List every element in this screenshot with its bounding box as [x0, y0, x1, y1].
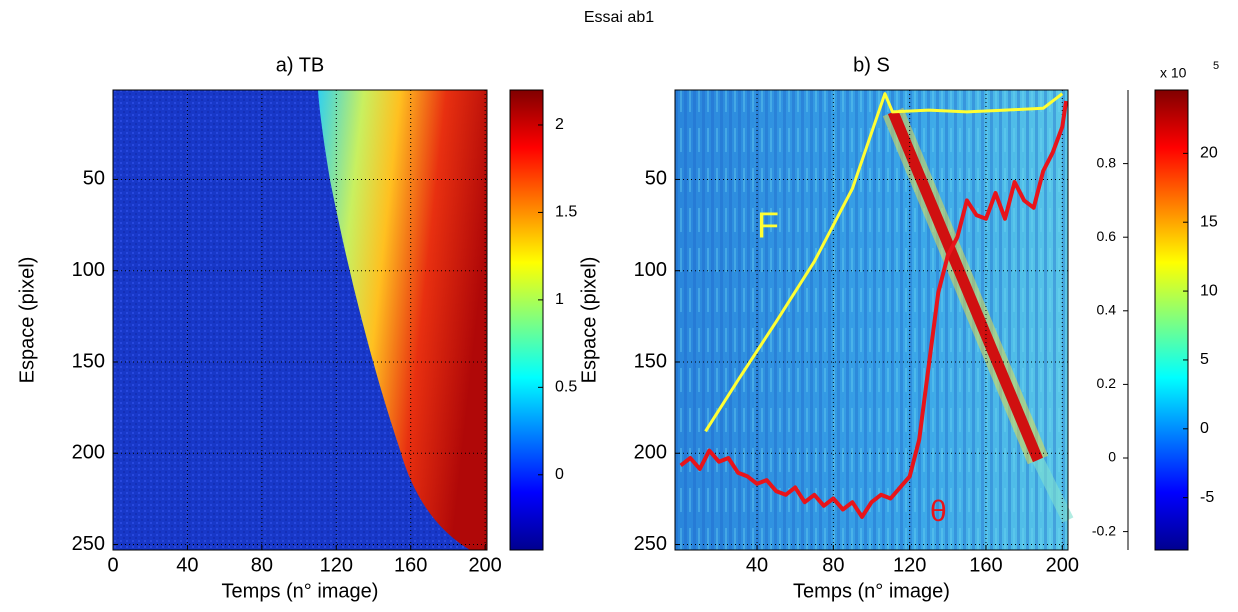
heatmap-b [675, 90, 1074, 550]
colorbar [509, 89, 544, 551]
colorbar-tick-label: 1.5 [555, 204, 577, 221]
colorbar-tick-label: 0 [555, 466, 564, 483]
y-tick-label: 250 [72, 533, 105, 555]
y-tick-label: 150 [72, 350, 105, 372]
plot-frame [674, 89, 1069, 551]
y-tick-label: 100 [72, 259, 105, 281]
x-tick-label: 120 [893, 554, 926, 576]
x-tick-label: 160 [394, 554, 427, 576]
x-tick-label: 0 [107, 554, 118, 576]
x-axis-label: Temps (n° image) [222, 580, 379, 602]
colorbar-tick-label: -5 [1200, 489, 1214, 506]
y-tick-label: 250 [634, 533, 667, 555]
panel-title: a) TB [276, 54, 325, 76]
y-tick-label: 200 [72, 442, 105, 464]
y-axis-label: Espace (pixel) [16, 257, 38, 384]
x-tick-label: 120 [320, 554, 353, 576]
figure-title: Essai ab1 [584, 9, 654, 26]
x-tick-label: 200 [1046, 554, 1079, 576]
colorbar-tick-label: 10 [1200, 282, 1218, 299]
x-axis-label: Temps (n° image) [793, 580, 950, 602]
y-tick-label: 50 [83, 168, 105, 190]
y2-tick-label: -0.2 [1092, 522, 1116, 538]
y2-tick-label: 0.2 [1097, 375, 1117, 391]
y2-tick-label: 0.8 [1097, 154, 1117, 170]
y2-tick-label: 0 [1108, 449, 1116, 465]
colorbar-tick-label: 20 [1200, 145, 1218, 162]
series-label: θ [930, 495, 947, 528]
y2-tick-label: 0.6 [1097, 228, 1117, 244]
y2-tick-label: 0.4 [1097, 302, 1117, 318]
colorbar-multiplier: x 10 [1160, 65, 1187, 81]
colorbar-tick-label: 1 [555, 291, 564, 308]
y-tick-label: 150 [634, 350, 667, 372]
x-tick-label: 80 [822, 554, 844, 576]
series-label: F [757, 205, 779, 246]
heatmap-a [113, 90, 487, 550]
colorbar-tick-label: 2 [555, 116, 564, 133]
x-tick-label: 40 [176, 554, 198, 576]
y-tick-label: 100 [634, 259, 667, 281]
colorbar-tick-label: 0.5 [555, 379, 577, 396]
colorbar-tick-label: 5 [1200, 351, 1209, 368]
x-tick-label: 160 [969, 554, 1002, 576]
y-axis-label: Espace (pixel) [578, 257, 600, 384]
y-tick-label: 200 [634, 442, 667, 464]
y-tick-label: 50 [645, 168, 667, 190]
series-line [704, 92, 1064, 433]
x-tick-label: 80 [251, 554, 273, 576]
colorbar-exponent: 5 [1213, 60, 1219, 72]
x-tick-label: 200 [468, 554, 501, 576]
plot-frame [112, 89, 488, 551]
colorbar-tick-label: 15 [1200, 213, 1218, 230]
panel-title: b) S [853, 54, 890, 76]
series-line [679, 100, 1069, 519]
x-tick-label: 40 [746, 554, 768, 576]
colorbar-tick-label: 0 [1200, 420, 1209, 437]
colorbar [1154, 89, 1189, 551]
